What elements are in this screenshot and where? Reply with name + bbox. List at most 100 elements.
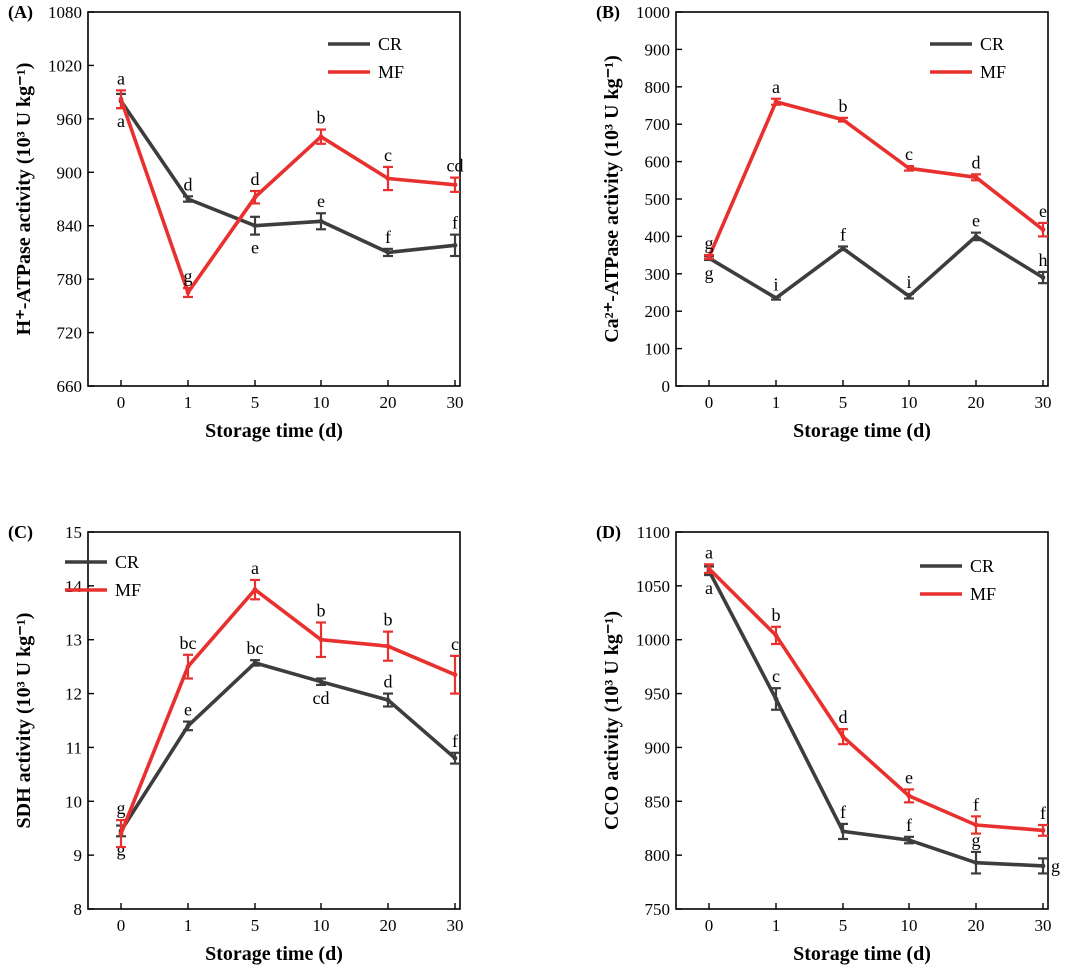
x-tick-label: 0 <box>117 393 126 412</box>
significance-letter: g <box>1051 856 1060 876</box>
data-point <box>318 218 324 224</box>
significance-letter: d <box>184 174 193 194</box>
data-point <box>385 697 391 703</box>
series-line <box>708 234 1044 300</box>
y-tick-label: 400 <box>645 227 671 246</box>
data-point <box>773 696 779 702</box>
legend-label: CR <box>980 34 1004 54</box>
significance-letter: e <box>317 191 325 211</box>
significance-letter: d <box>839 707 848 727</box>
x-tick-label: 5 <box>839 393 848 412</box>
series-line <box>119 99 456 255</box>
series-line <box>707 567 1044 833</box>
significance-letter: a <box>117 68 125 88</box>
data-point <box>318 679 324 685</box>
panel-label: (C) <box>8 522 33 543</box>
significance-letter: a <box>251 558 259 578</box>
data-point <box>185 664 191 670</box>
data-point <box>1040 827 1046 833</box>
y-tick-label: 900 <box>645 40 671 59</box>
x-tick-label: 1 <box>184 393 193 412</box>
data-point <box>906 837 912 843</box>
data-point <box>1040 863 1046 869</box>
x-tick-label: 0 <box>705 393 714 412</box>
y-tick-label: 800 <box>645 846 671 865</box>
x-tick-label: 5 <box>251 916 260 935</box>
data-point <box>973 860 979 866</box>
y-tick-label: 900 <box>645 738 671 757</box>
significance-letter: a <box>772 77 780 97</box>
y-tick-label: 14 <box>65 577 83 596</box>
legend-label: MF <box>115 580 141 600</box>
data-point <box>318 637 324 643</box>
x-tick-label: 0 <box>117 916 126 935</box>
panel-b: 0 100 200 300 400 500 600 700 800 900 1000 0 1 5 10 20 3… <box>596 2 1052 442</box>
y-tick-label: 1080 <box>48 3 82 22</box>
significance-letter: e <box>972 211 980 231</box>
series-mf: g a b c d e <box>704 77 1048 260</box>
x-tick-label: 10 <box>901 393 918 412</box>
significance-letter: g <box>117 839 126 859</box>
significance-letter: cd <box>313 688 330 708</box>
significance-letter: e <box>184 700 192 720</box>
y-tick-label: 780 <box>57 270 83 289</box>
significance-letter: d <box>251 169 260 189</box>
panel-d: 750 800 850 900 950 1000 1050 1100 0 1 5 10 20 30 Stor… <box>596 522 1060 965</box>
data-point <box>973 174 979 180</box>
data-point <box>840 117 846 123</box>
y-tick-label: 900 <box>57 163 83 182</box>
y-axis-title: CCO activity (10³ U kg⁻¹) <box>601 611 623 830</box>
significance-letter: g <box>184 266 193 286</box>
x-axis-title: Storage time (d) <box>793 943 931 965</box>
y-tick-label: 9 <box>74 846 83 865</box>
data-point <box>1040 227 1046 233</box>
x-tick-label: 5 <box>839 916 848 935</box>
significance-letter: b <box>317 600 326 620</box>
y-tick-label: 100 <box>645 340 671 359</box>
y-tick-label: 1050 <box>636 577 670 596</box>
significance-letter: b <box>839 96 848 116</box>
x-tick-label: 20 <box>380 916 397 935</box>
y-tick-label: 850 <box>645 792 671 811</box>
y-axis-title: SDH activity (10³ U kg⁻¹) <box>13 613 35 829</box>
x-tick-label: 30 <box>447 393 464 412</box>
data-point <box>773 295 779 301</box>
x-axis-title: Storage time (d) <box>205 943 343 965</box>
y-tick-label: 840 <box>57 217 83 236</box>
y-tick-label: 15 <box>65 523 82 542</box>
y-tick-label: 13 <box>65 631 82 650</box>
y-axis-title: H⁺-ATPase activity (10³ U kg⁻¹) <box>13 63 35 336</box>
significance-letter: c <box>905 144 913 164</box>
data-point <box>773 99 779 105</box>
x-axis-title: Storage time (d) <box>205 420 343 442</box>
series-cr: g e bc cd d f <box>116 638 460 859</box>
significance-letter: f <box>840 802 846 822</box>
y-tick-label: 300 <box>645 265 671 284</box>
significance-letter: b <box>384 610 393 630</box>
x-tick-label: 30 <box>447 916 464 935</box>
data-point <box>252 660 258 666</box>
y-tick-label: 0 <box>662 377 671 396</box>
data-point <box>185 196 191 202</box>
data-point <box>706 566 712 572</box>
y-tick-label: 950 <box>645 685 671 704</box>
y-tick-label: 1020 <box>48 56 82 75</box>
data-point <box>906 165 912 171</box>
x-tick-label: 10 <box>313 393 330 412</box>
panel-label: (A) <box>8 2 33 23</box>
data-point <box>452 182 458 188</box>
significance-letter: c <box>451 634 459 654</box>
data-point <box>185 723 191 729</box>
x-tick-label: 20 <box>968 916 985 935</box>
significance-letter: f <box>1040 803 1046 823</box>
significance-letter: h <box>1039 250 1048 270</box>
significance-letter: f <box>452 731 458 751</box>
x-tick-label: 1 <box>772 393 781 412</box>
y-tick-label: 600 <box>645 153 671 172</box>
data-point <box>252 587 258 593</box>
legend-label: CR <box>115 552 139 572</box>
